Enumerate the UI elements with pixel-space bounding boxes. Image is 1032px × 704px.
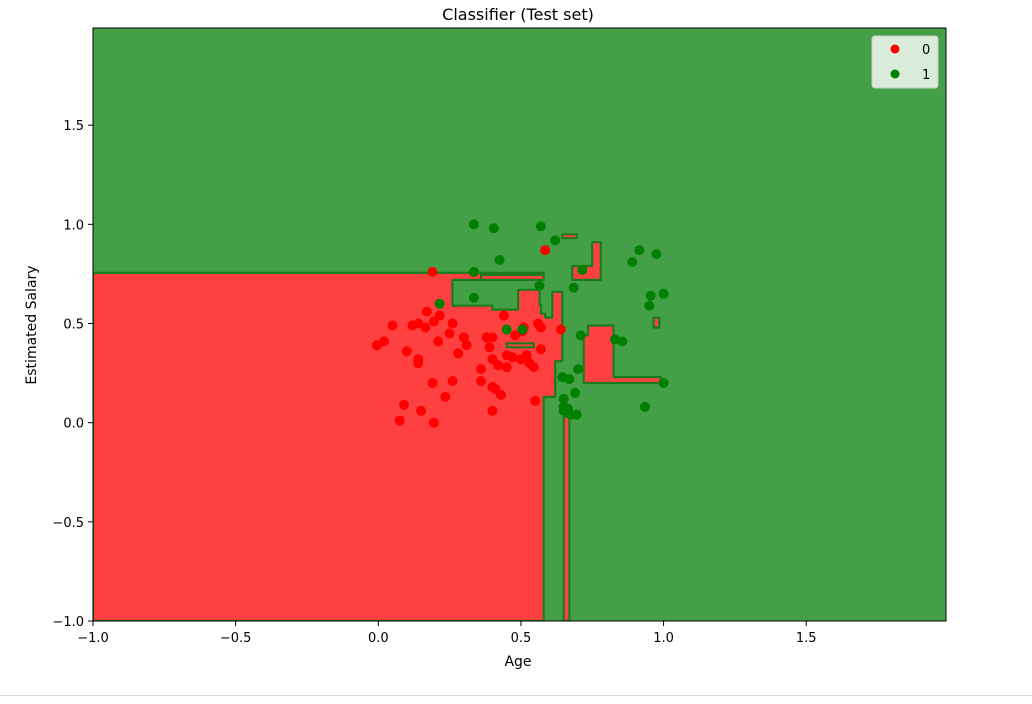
data-point-class-1-18 xyxy=(568,282,579,293)
data-point-class-1-21 xyxy=(573,364,583,375)
data-point-class-0-13 xyxy=(427,266,438,277)
data-point-class-0-30 xyxy=(487,332,498,343)
decision-region-class-0-4 xyxy=(561,233,578,240)
legend-label-1: 1 xyxy=(922,68,930,83)
data-point-class-1-9 xyxy=(535,221,546,232)
data-point-class-0-26 xyxy=(476,364,486,375)
data-point-class-0-37 xyxy=(498,310,509,321)
y-tick-label: 1.5 xyxy=(63,119,84,134)
data-point-class-1-3 xyxy=(468,219,479,230)
data-point-class-0-17 xyxy=(433,336,444,347)
data-point-class-0-14 xyxy=(427,378,438,388)
data-point-class-1-20 xyxy=(571,409,582,420)
x-tick-label: 1.0 xyxy=(653,631,674,646)
data-point-class-1-33 xyxy=(658,288,669,299)
data-point-class-0-1 xyxy=(379,336,389,347)
divider xyxy=(0,695,1032,696)
data-point-class-0-29 xyxy=(484,342,495,353)
legend: 01 xyxy=(871,35,939,89)
x-tick-label: −1.0 xyxy=(77,631,109,646)
data-point-class-0-18 xyxy=(434,310,445,321)
data-point-class-0-48 xyxy=(530,395,541,406)
decision-region-class-0-0 xyxy=(93,271,564,621)
y-tick-label: −0.5 xyxy=(52,516,84,531)
data-point-class-0-39 xyxy=(501,362,512,373)
data-point-class-0-27 xyxy=(476,376,486,386)
data-point-class-1-16 xyxy=(564,374,575,384)
decision-region-class-0-7 xyxy=(505,342,535,349)
y-tick-label: 0.0 xyxy=(63,417,84,432)
data-point-class-1-19 xyxy=(570,387,581,398)
decision-region-class-0-6 xyxy=(479,273,545,281)
data-point-class-1-32 xyxy=(658,378,669,388)
data-point-class-0-9 xyxy=(413,358,424,369)
x-tick-label: 0.0 xyxy=(368,631,389,646)
data-point-class-0-5 xyxy=(401,346,412,357)
data-point-class-1-8 xyxy=(534,280,545,291)
legend-marker-0 xyxy=(890,44,900,54)
y-tick-label: 0.5 xyxy=(63,318,84,333)
x-tick-label: 1.5 xyxy=(796,631,817,646)
data-point-class-1-4 xyxy=(488,223,499,234)
data-point-class-1-23 xyxy=(577,265,588,275)
data-point-class-1-6 xyxy=(501,324,512,335)
data-point-class-0-20 xyxy=(444,328,455,339)
data-point-class-0-40 xyxy=(507,352,518,363)
decision-region-class-0-1 xyxy=(562,415,571,621)
data-point-class-1-29 xyxy=(644,300,655,311)
legend-box xyxy=(871,35,939,89)
data-point-class-0-23 xyxy=(453,348,464,359)
decision-region-class-0-5 xyxy=(652,316,661,329)
y-axis-label: Estimated Salary xyxy=(24,265,40,384)
data-point-class-0-52 xyxy=(540,245,551,256)
data-point-class-1-26 xyxy=(627,257,638,267)
data-point-class-0-10 xyxy=(416,405,427,416)
data-point-class-0-24 xyxy=(458,332,469,343)
data-point-class-0-11 xyxy=(420,322,431,333)
data-point-class-1-0 xyxy=(434,298,445,309)
data-point-class-1-31 xyxy=(651,249,662,260)
data-point-class-0-50 xyxy=(535,322,546,333)
y-tick-label: 1.0 xyxy=(63,218,84,233)
data-point-class-0-3 xyxy=(394,415,405,426)
data-point-class-0-35 xyxy=(493,360,504,371)
data-point-class-0-33 xyxy=(487,405,498,416)
data-point-class-0-53 xyxy=(555,324,566,335)
data-point-class-0-4 xyxy=(399,399,409,410)
legend-marker-1 xyxy=(890,69,900,79)
data-point-class-0-21 xyxy=(447,318,458,329)
data-point-class-1-25 xyxy=(617,336,628,347)
data-point-class-0-22 xyxy=(447,376,458,386)
data-point-class-0-25 xyxy=(461,340,472,351)
chart-title: Classifier (Test set) xyxy=(442,5,594,24)
data-point-class-0-12 xyxy=(421,306,432,317)
data-point-class-1-22 xyxy=(575,330,586,341)
y-tick-label: −1.0 xyxy=(52,615,84,630)
data-point-class-1-5 xyxy=(494,255,505,265)
data-point-class-1-2 xyxy=(468,292,479,303)
data-point-class-1-28 xyxy=(640,401,650,412)
data-point-class-0-19 xyxy=(440,391,451,402)
x-axis-label: Age xyxy=(504,654,531,670)
plot-area xyxy=(93,28,946,621)
data-point-class-0-36 xyxy=(496,389,506,400)
data-point-class-0-16 xyxy=(428,417,439,428)
x-tick-label: 0.5 xyxy=(511,631,532,646)
plot-frame xyxy=(92,27,947,622)
data-point-class-1-7 xyxy=(517,324,528,335)
data-point-class-1-1 xyxy=(468,266,479,277)
data-point-class-1-30 xyxy=(645,290,656,301)
data-point-class-1-10 xyxy=(550,235,561,246)
legend-label-0: 0 xyxy=(922,43,930,58)
data-point-class-1-27 xyxy=(634,245,645,256)
data-point-class-0-47 xyxy=(528,362,539,373)
data-point-class-0-51 xyxy=(535,344,546,355)
data-point-class-0-2 xyxy=(387,320,398,331)
x-tick-label: −0.5 xyxy=(220,631,252,646)
data-point-class-0-45 xyxy=(521,350,532,361)
data-point-class-1-12 xyxy=(558,393,569,404)
